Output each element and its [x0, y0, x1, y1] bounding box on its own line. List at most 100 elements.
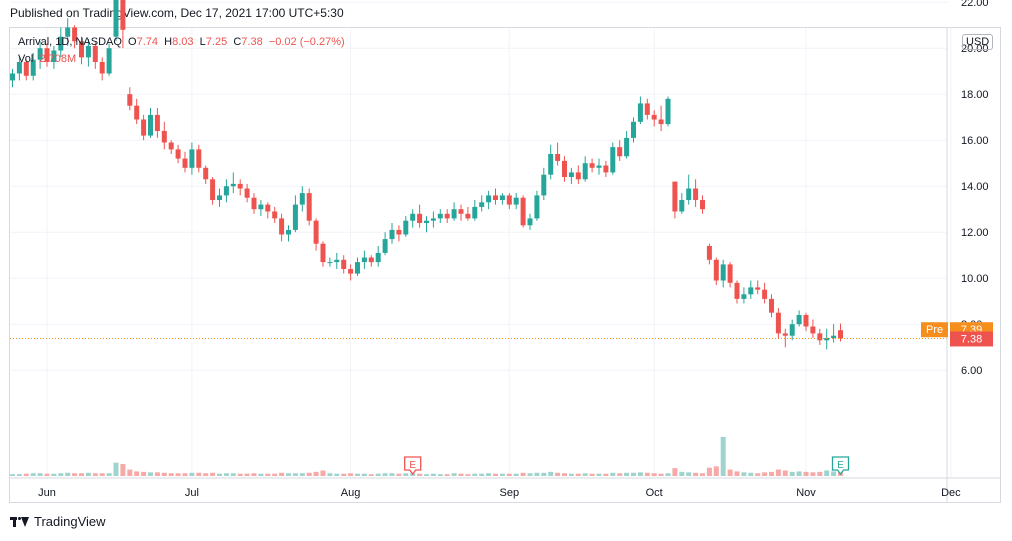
candle-body	[506, 195, 512, 205]
volume-bar	[223, 473, 229, 476]
candle-body	[361, 257, 367, 263]
volume-bar	[23, 473, 29, 476]
candle-body	[562, 160, 567, 177]
volume-bar	[631, 472, 636, 476]
x-tick-label: Oct	[646, 487, 663, 499]
candle-body	[762, 289, 768, 299]
candle-body	[58, 36, 64, 51]
candle-body	[472, 206, 478, 219]
low-label: L	[199, 36, 206, 48]
volume-bar	[127, 469, 133, 476]
candle-body	[824, 338, 830, 341]
volume-bar	[720, 436, 726, 476]
volume-bar	[817, 471, 823, 476]
candle-body	[596, 165, 602, 168]
volume-bar	[251, 473, 257, 476]
volume-bar	[279, 472, 285, 476]
candle-body	[182, 158, 188, 168]
candle-body	[389, 229, 395, 240]
candle-body	[499, 195, 505, 200]
candle-body	[769, 298, 774, 313]
footer-brand[interactable]: TradingView	[10, 514, 106, 529]
volume-bar	[444, 474, 450, 476]
volume-bar	[417, 473, 423, 476]
candle-body	[148, 114, 153, 136]
volume-bar	[513, 473, 519, 476]
earnings-marker-icon[interactable]: E	[404, 456, 422, 476]
volume-bar	[368, 474, 374, 476]
volume-bar	[568, 473, 574, 476]
y-tick-label: 12.00	[961, 227, 989, 239]
volume-bar	[217, 473, 222, 476]
volume-bar	[617, 473, 623, 476]
volume-bar	[548, 471, 554, 476]
volume-bar	[424, 474, 429, 476]
last-price-badge	[950, 331, 993, 347]
volume-bar	[292, 473, 298, 476]
price-axis: 6.008.0010.0012.0014.0016.0018.0020.0022…	[946, 0, 989, 503]
volume-bar	[679, 471, 685, 476]
volume-bar	[706, 467, 712, 476]
volume-bar	[499, 473, 505, 476]
candle-body	[582, 163, 588, 180]
candle-body	[327, 262, 333, 264]
earnings-marker-icon[interactable]: E	[831, 456, 850, 476]
volume-bar	[265, 473, 271, 476]
volume-bar	[10, 474, 15, 476]
volume-bar	[672, 468, 678, 476]
open-label: O	[128, 36, 137, 48]
volume-bar	[479, 473, 485, 476]
currency-button[interactable]: USD	[962, 34, 994, 50]
volume-bar	[637, 472, 643, 476]
volume-bar	[85, 472, 91, 476]
candle-body	[444, 213, 450, 219]
volume-bar	[472, 473, 478, 476]
candle-body	[644, 103, 650, 115]
candle-body	[196, 149, 202, 168]
volume-bar	[610, 472, 616, 476]
volume-bar	[396, 473, 402, 476]
candle-body	[693, 188, 699, 200]
candle-body	[534, 195, 540, 219]
y-tick-label: 16.00	[961, 135, 989, 147]
volume-bar	[389, 473, 395, 476]
volume-bar	[734, 471, 740, 476]
candle-body	[817, 333, 823, 341]
candle-body	[341, 259, 347, 269]
candle-body	[424, 220, 429, 223]
candle-body	[237, 183, 243, 189]
candle-body	[493, 195, 498, 200]
candle-body	[589, 163, 595, 168]
earnings-marker-label: E	[409, 460, 416, 471]
candle-body	[713, 259, 719, 281]
candle-body	[85, 45, 91, 58]
x-tick-label: Aug	[341, 487, 361, 499]
volume-bar	[154, 472, 160, 476]
candle-body	[368, 257, 374, 263]
candle-body	[686, 188, 692, 200]
candle-body	[479, 202, 485, 207]
candle-body	[292, 204, 298, 230]
open-value: 7.74	[136, 36, 159, 48]
volume-bar	[782, 470, 788, 476]
volume-bar	[451, 473, 457, 476]
candle-body	[775, 312, 781, 334]
price-badges: Pre 7.397.38	[921, 322, 993, 347]
candle-body	[279, 218, 285, 235]
candle-body	[99, 62, 105, 74]
volume-bar	[168, 473, 174, 476]
x-tick-label: Jun	[38, 487, 56, 499]
pre-label: Pre	[926, 324, 943, 336]
volume-bar	[79, 473, 84, 476]
volume-bar	[437, 474, 443, 476]
candle-body	[258, 204, 264, 210]
volume-bar	[700, 473, 705, 476]
candle-body	[720, 264, 726, 281]
candle-body	[838, 330, 843, 339]
candle-body	[617, 147, 623, 157]
candle-body	[382, 239, 388, 253]
volume-bar	[534, 472, 540, 476]
earnings-marker-shape	[404, 456, 422, 476]
volume-bar	[72, 473, 78, 476]
